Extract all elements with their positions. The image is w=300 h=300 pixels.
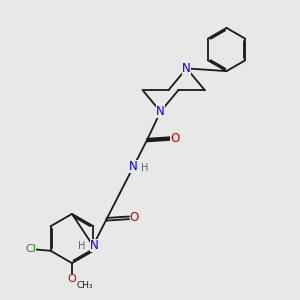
Text: O: O xyxy=(170,132,179,145)
Text: Cl: Cl xyxy=(25,244,36,254)
Text: N: N xyxy=(182,62,191,75)
Text: O: O xyxy=(68,274,76,284)
Text: N: N xyxy=(156,105,165,118)
Text: H: H xyxy=(141,163,148,173)
Text: N: N xyxy=(90,239,99,252)
Text: N: N xyxy=(129,160,138,173)
Text: CH₃: CH₃ xyxy=(76,281,93,290)
Text: O: O xyxy=(130,211,139,224)
Text: H: H xyxy=(78,241,85,251)
